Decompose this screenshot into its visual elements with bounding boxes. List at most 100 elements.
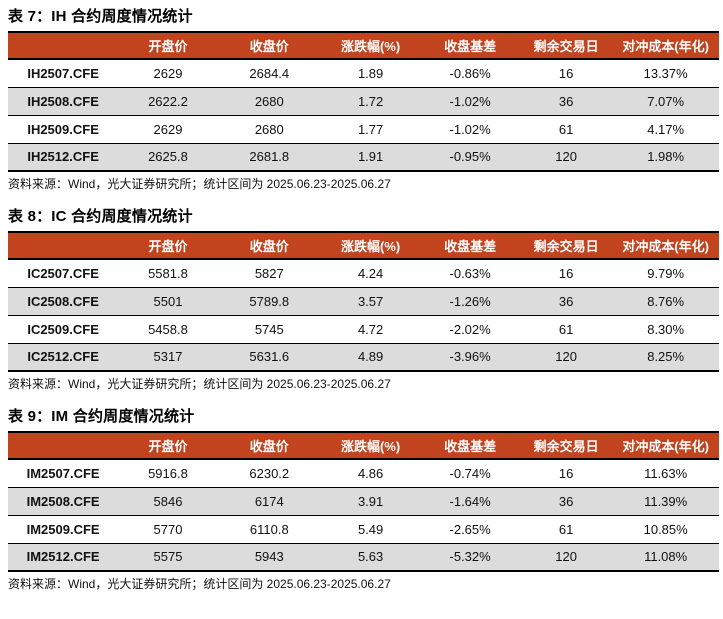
- column-header-close-basis: 收盘基差: [444, 439, 497, 454]
- cell-open-price: 2625.8: [148, 149, 188, 165]
- table-header: 开盘价 收盘价 涨跌幅(%) 收盘基差 剩余交易日 对冲成本(年化): [8, 32, 719, 59]
- cell-close-basis: -1.64%: [449, 493, 491, 509]
- column-header-open-price: 开盘价: [148, 39, 188, 54]
- column-header-change-pct: 涨跌幅(%): [340, 39, 401, 54]
- table-row: IH2509.CFE 2629 2680 1.77 -1.02% 61 4.17%: [8, 115, 719, 143]
- cell-close-price: 5943: [254, 549, 284, 565]
- cell-close-basis: -1.02%: [449, 93, 491, 109]
- column-header-change-pct: 涨跌幅(%): [340, 239, 401, 254]
- cell-close-price: 6174: [254, 493, 284, 509]
- cell-remaining-days: 61: [558, 121, 574, 137]
- cell-contract: IM2508.CFE: [26, 493, 100, 509]
- cell-close-price: 6230.2: [249, 465, 290, 481]
- table-row: IH2512.CFE 2625.8 2681.8 1.91 -0.95% 120 1.98%: [8, 143, 719, 171]
- cell-close-basis: -0.86%: [449, 65, 491, 81]
- cell-hedge-cost: 11.39%: [644, 493, 688, 509]
- column-header-remaining-days: 剩余交易日: [533, 439, 599, 454]
- cell-close-price: 2680: [254, 121, 284, 137]
- cell-contract: IC2507.CFE: [27, 265, 99, 281]
- cell-open-price: 5317: [153, 349, 183, 365]
- column-header-remaining-days: 剩余交易日: [533, 239, 599, 254]
- table-body: IH2507.CFE 2629 2684.4 1.89 -0.86% 16 13.37% IH…: [8, 59, 719, 171]
- cell-close-price: 2680: [254, 93, 284, 109]
- column-header-close-basis: 收盘基差: [444, 39, 497, 54]
- table-row: IM2512.CFE 5575 5943 5.63 -5.32% 120 11.08%: [8, 543, 719, 571]
- cell-close-basis: -0.95%: [449, 149, 491, 165]
- cell-close-basis: -0.74%: [449, 465, 491, 481]
- cell-hedge-cost: 8.30%: [647, 321, 685, 337]
- column-header-hedge-cost: 对冲成本(年化): [622, 239, 709, 254]
- cell-open-price: 2622.2: [148, 93, 188, 109]
- cell-remaining-days: 36: [558, 293, 574, 309]
- cell-change-pct: 4.24: [357, 265, 384, 281]
- cell-change-pct: 5.63: [357, 549, 384, 565]
- table-row: IC2512.CFE 5317 5631.6 4.89 -3.96% 120 8.25%: [8, 343, 719, 371]
- table-row: IH2507.CFE 2629 2684.4 1.89 -0.86% 16 13.37%: [8, 59, 719, 87]
- cell-close-price: 5631.6: [249, 349, 290, 365]
- cell-remaining-days: 61: [558, 521, 574, 537]
- cell-close-basis: -0.63%: [449, 265, 491, 281]
- cell-close-basis: -1.02%: [449, 121, 491, 137]
- cell-remaining-days: 120: [555, 149, 577, 165]
- cell-open-price: 2629: [153, 65, 183, 81]
- table-title: 表 9：IM 合约周度情况统计: [8, 408, 195, 425]
- stats-table: 开盘价 收盘价 涨跌幅(%) 收盘基差 剩余交易日 对冲成本(年化) IH2507.CFE 2…: [8, 31, 719, 172]
- table-section-3: 表 9：IM 合约周度情况统计 开盘价 收盘价 涨跌幅(%) 收盘基差 剩余交易日 对冲成本…: [0, 407, 723, 592]
- cell-contract: IC2512.CFE: [27, 349, 99, 365]
- cell-change-pct: 1.91: [357, 149, 384, 165]
- cell-hedge-cost: 4.17%: [647, 121, 685, 137]
- cell-open-price: 5916.8: [148, 465, 188, 481]
- cell-open-price: 5575: [153, 549, 183, 565]
- cell-close-price: 5789.8: [249, 293, 290, 309]
- cell-hedge-cost: 11.08%: [644, 549, 688, 565]
- table-row: IM2508.CFE 5846 6174 3.91 -1.64% 36 11.39%: [8, 487, 719, 515]
- header-row: 开盘价 收盘价 涨跌幅(%) 收盘基差 剩余交易日 对冲成本(年化): [8, 32, 719, 59]
- cell-open-price: 5501: [153, 293, 183, 309]
- column-header-close-price: 收盘价: [249, 239, 289, 254]
- cell-change-pct: 3.91: [357, 493, 384, 509]
- cell-hedge-cost: 1.98%: [647, 149, 685, 165]
- column-header-hedge-cost: 对冲成本(年化): [622, 439, 709, 454]
- cell-hedge-cost: 7.07%: [647, 93, 685, 109]
- cell-remaining-days: 36: [558, 93, 574, 109]
- cell-hedge-cost: 8.76%: [647, 293, 685, 309]
- cell-close-price: 6110.8: [249, 521, 289, 537]
- column-header-close-price: 收盘价: [249, 39, 289, 54]
- table-header: 开盘价 收盘价 涨跌幅(%) 收盘基差 剩余交易日 对冲成本(年化): [8, 432, 719, 459]
- cell-open-price: 5581.8: [148, 265, 188, 281]
- column-header-contract: [8, 232, 118, 259]
- column-header-remaining-days: 剩余交易日: [533, 39, 599, 54]
- column-header-open-price: 开盘价: [148, 239, 188, 254]
- table-row: IH2508.CFE 2622.2 2680 1.72 -1.02% 36 7.07%: [8, 87, 719, 115]
- cell-contract: IM2512.CFE: [26, 549, 100, 565]
- cell-contract: IM2509.CFE: [26, 521, 100, 537]
- cell-close-price: 2684.4: [249, 65, 290, 81]
- table-header: 开盘价 收盘价 涨跌幅(%) 收盘基差 剩余交易日 对冲成本(年化): [8, 232, 719, 259]
- cell-contract: IH2508.CFE: [27, 93, 99, 109]
- cell-remaining-days: 16: [558, 465, 574, 481]
- cell-remaining-days: 36: [558, 493, 574, 509]
- cell-contract: IC2508.CFE: [27, 293, 99, 309]
- cell-remaining-days: 120: [555, 549, 577, 565]
- table-row: IM2507.CFE 5916.8 6230.2 4.86 -0.74% 16 11.63%: [8, 459, 719, 487]
- cell-change-pct: 5.49: [357, 521, 384, 537]
- stats-table: 开盘价 收盘价 涨跌幅(%) 收盘基差 剩余交易日 对冲成本(年化) IM2507.CFE 5…: [8, 431, 719, 572]
- source-note: 资料来源：Wind，光大证券研究所；统计区间为 2025.06.23-2025.…: [8, 577, 391, 591]
- header-row: 开盘价 收盘价 涨跌幅(%) 收盘基差 剩余交易日 对冲成本(年化): [8, 232, 719, 259]
- cell-hedge-cost: 11.63%: [644, 465, 688, 481]
- column-header-close-basis: 收盘基差: [444, 239, 497, 254]
- cell-close-basis: -5.32%: [449, 549, 491, 565]
- cell-contract: IM2507.CFE: [26, 465, 100, 481]
- column-header-contract: [8, 32, 118, 59]
- cell-remaining-days: 120: [555, 349, 577, 365]
- cell-contract: IC2509.CFE: [27, 321, 99, 337]
- cell-change-pct: 1.72: [357, 93, 384, 109]
- cell-change-pct: 4.72: [357, 321, 384, 337]
- column-header-close-price: 收盘价: [249, 439, 289, 454]
- table-row: IM2509.CFE 5770 6110.8 5.49 -2.65% 61 10.85%: [8, 515, 719, 543]
- cell-change-pct: 4.89: [357, 349, 384, 365]
- cell-remaining-days: 16: [558, 65, 574, 81]
- source-note: 资料来源：Wind，光大证券研究所；统计区间为 2025.06.23-2025.…: [8, 377, 391, 391]
- cell-hedge-cost: 10.85%: [643, 521, 688, 537]
- source-note: 资料来源：Wind，光大证券研究所；统计区间为 2025.06.23-2025.…: [8, 177, 391, 191]
